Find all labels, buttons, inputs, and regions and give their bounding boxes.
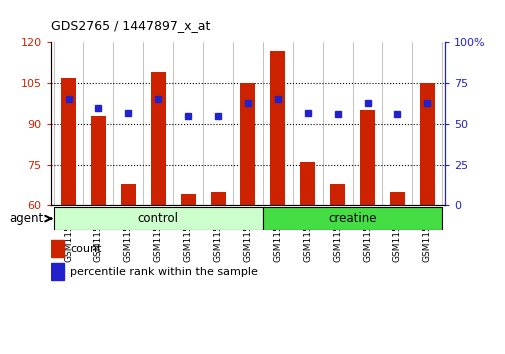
Bar xyxy=(330,184,344,205)
Text: GDS2765 / 1447897_x_at: GDS2765 / 1447897_x_at xyxy=(50,19,210,32)
Bar xyxy=(180,194,195,205)
Bar xyxy=(150,72,166,205)
Text: agent: agent xyxy=(9,212,43,225)
Bar xyxy=(50,263,64,280)
Bar xyxy=(389,192,404,205)
Bar xyxy=(121,184,135,205)
Bar xyxy=(360,110,374,205)
Bar xyxy=(299,162,315,205)
Bar xyxy=(210,192,225,205)
Text: creatine: creatine xyxy=(328,212,376,225)
Text: control: control xyxy=(137,212,178,225)
Text: count: count xyxy=(70,244,101,254)
Bar xyxy=(270,51,285,205)
Bar xyxy=(240,83,255,205)
Bar xyxy=(419,83,434,205)
Bar xyxy=(54,207,263,230)
Bar xyxy=(263,207,441,230)
Text: percentile rank within the sample: percentile rank within the sample xyxy=(70,267,258,277)
Bar xyxy=(61,78,76,205)
Bar xyxy=(91,116,106,205)
Bar xyxy=(50,240,64,257)
